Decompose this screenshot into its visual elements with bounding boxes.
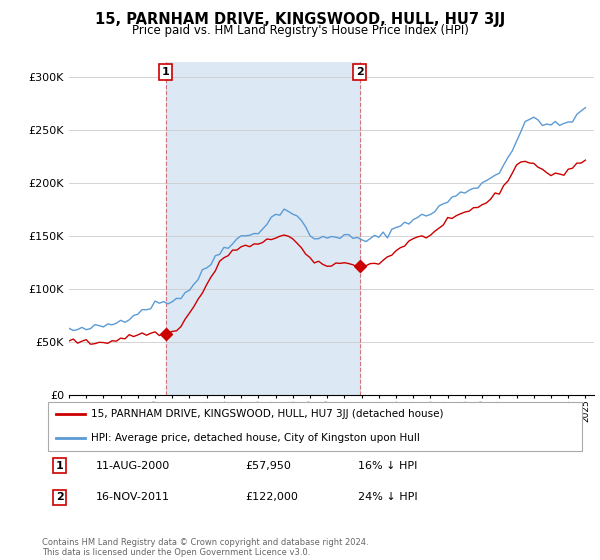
Text: 11-AUG-2000: 11-AUG-2000 (96, 461, 170, 471)
Text: 15, PARNHAM DRIVE, KINGSWOOD, HULL, HU7 3JJ: 15, PARNHAM DRIVE, KINGSWOOD, HULL, HU7 … (95, 12, 505, 27)
FancyBboxPatch shape (48, 402, 582, 451)
Text: £57,950: £57,950 (245, 461, 292, 471)
Text: 2: 2 (356, 67, 364, 77)
Text: 16-NOV-2011: 16-NOV-2011 (96, 492, 170, 502)
Text: HPI: Average price, detached house, City of Kingston upon Hull: HPI: Average price, detached house, City… (91, 433, 419, 443)
Text: 15, PARNHAM DRIVE, KINGSWOOD, HULL, HU7 3JJ (detached house): 15, PARNHAM DRIVE, KINGSWOOD, HULL, HU7 … (91, 409, 443, 419)
Text: Price paid vs. HM Land Registry's House Price Index (HPI): Price paid vs. HM Land Registry's House … (131, 24, 469, 37)
Text: Contains HM Land Registry data © Crown copyright and database right 2024.
This d: Contains HM Land Registry data © Crown c… (42, 538, 368, 557)
Text: 1: 1 (56, 461, 64, 471)
Text: 1: 1 (162, 67, 170, 77)
Text: £122,000: £122,000 (245, 492, 298, 502)
Text: 2: 2 (56, 492, 64, 502)
Text: 24% ↓ HPI: 24% ↓ HPI (358, 492, 418, 502)
Text: 16% ↓ HPI: 16% ↓ HPI (358, 461, 417, 471)
